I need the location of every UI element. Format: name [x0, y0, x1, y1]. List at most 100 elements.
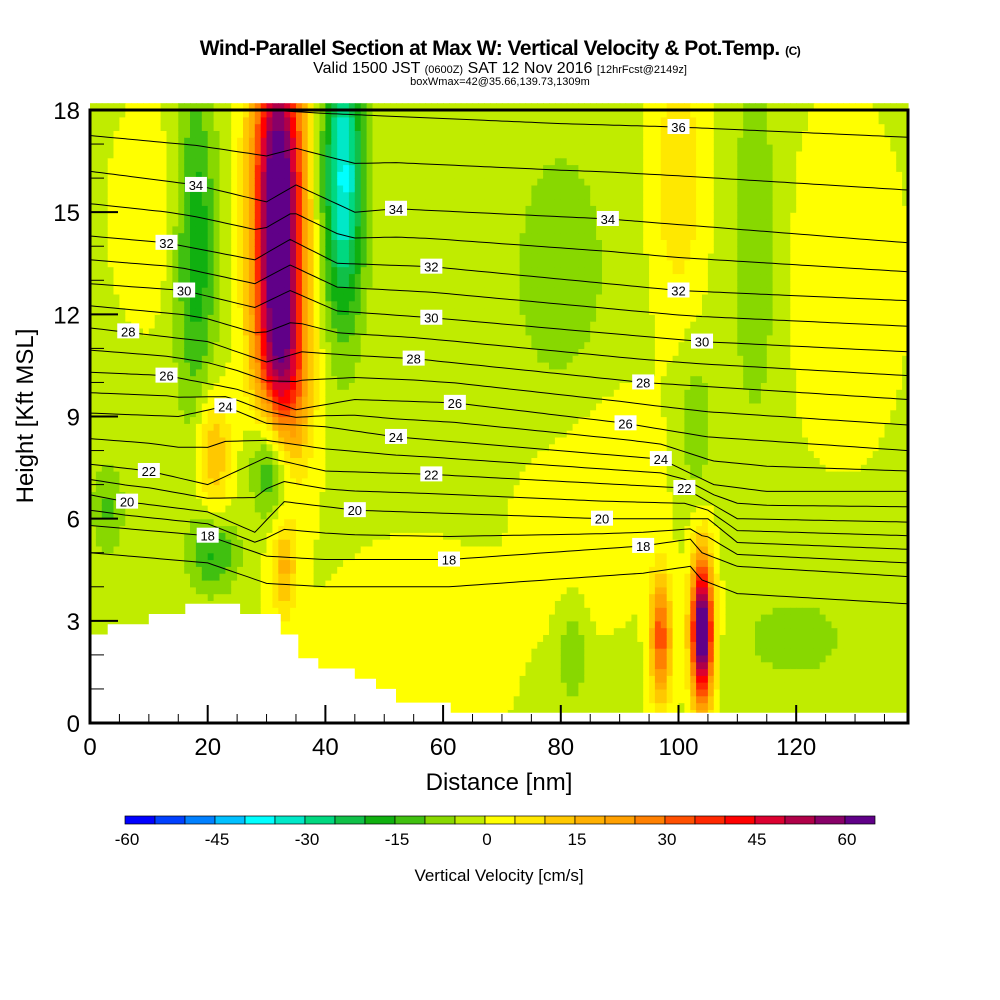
heatmap-cell	[95, 348, 103, 356]
heatmap-cell	[301, 586, 309, 595]
heatmap-cell	[219, 191, 226, 200]
heatmap-cell	[290, 300, 297, 309]
heatmap-cell	[307, 300, 315, 309]
heatmap-cell	[319, 191, 326, 200]
heatmap-cell	[372, 559, 379, 567]
heatmap-cell	[201, 219, 209, 227]
heatmap-cell	[343, 198, 350, 206]
heatmap-cell	[201, 511, 209, 520]
heatmap-cell	[296, 396, 303, 404]
heatmap-cell	[331, 389, 338, 397]
heatmap-cell	[148, 402, 156, 411]
heatmap-cell	[254, 539, 262, 547]
heatmap-cell	[166, 573, 173, 581]
heatmap-cell	[366, 355, 374, 363]
heatmap-cell	[260, 491, 268, 499]
heatmap-cell	[207, 246, 215, 254]
heatmap-cell	[137, 348, 144, 356]
heatmap-cell	[407, 573, 415, 581]
heatmap-cell	[160, 171, 168, 179]
heatmap-cell	[266, 402, 273, 411]
heatmap-cell	[337, 293, 344, 302]
heatmap-cell	[296, 103, 303, 111]
heatmap-cell	[372, 654, 379, 663]
heatmap-cell	[166, 471, 173, 479]
heatmap-cell	[243, 525, 250, 533]
heatmap-cell	[354, 477, 362, 486]
heatmap-cell	[313, 355, 321, 363]
heatmap-cell	[213, 443, 221, 452]
heatmap-cell	[266, 511, 273, 520]
heatmap-cell	[113, 239, 120, 247]
heatmap-cell	[372, 586, 379, 595]
heatmap-cell	[154, 293, 162, 302]
heatmap-cell	[178, 123, 185, 131]
heatmap-cell	[254, 103, 262, 111]
heatmap-cell	[195, 484, 203, 492]
heatmap-cell	[319, 539, 326, 547]
heatmap-cell	[243, 110, 250, 118]
heatmap-cell	[184, 348, 191, 356]
heatmap-cell	[101, 566, 109, 574]
heatmap-cell	[337, 641, 344, 649]
heatmap-cell	[137, 293, 144, 302]
heatmap-cell	[296, 511, 303, 520]
heatmap-cell	[396, 450, 403, 458]
heatmap-cell	[113, 116, 120, 125]
heatmap-cell	[325, 328, 332, 336]
heatmap-cell	[90, 396, 97, 404]
heatmap-cell	[290, 416, 297, 424]
heatmap-cell	[213, 253, 221, 261]
heatmap-cell	[301, 620, 309, 629]
heatmap-cell	[313, 532, 321, 540]
heatmap-cell	[401, 328, 409, 336]
heatmap-cell	[266, 443, 273, 452]
heatmap-cell	[343, 559, 350, 567]
heatmap-cell	[290, 232, 297, 240]
heatmap-cell	[237, 178, 244, 186]
heatmap-cell	[254, 266, 262, 275]
heatmap-cell	[154, 130, 162, 138]
heatmap-cell	[113, 443, 120, 452]
heatmap-cell	[201, 491, 209, 499]
heatmap-cell	[266, 144, 273, 152]
heatmap-cell	[384, 184, 391, 193]
heatmap-cell	[290, 545, 297, 554]
heatmap-cell	[243, 559, 250, 567]
heatmap-cell	[231, 525, 238, 533]
heatmap-cell	[107, 607, 115, 615]
heatmap-cell	[184, 511, 191, 520]
heatmap-cell	[219, 545, 226, 554]
heatmap-cell	[401, 423, 409, 431]
heatmap-cell	[190, 328, 197, 336]
heatmap-cell	[219, 110, 226, 118]
heatmap-cell	[360, 457, 368, 465]
heatmap-cell	[137, 198, 144, 206]
heatmap-cell	[360, 559, 368, 567]
heatmap-cell	[195, 471, 203, 479]
heatmap-cell	[243, 225, 250, 234]
heatmap-cell	[137, 382, 144, 390]
heatmap-cell	[184, 464, 191, 472]
heatmap-cell	[148, 144, 156, 152]
heatmap-cell	[343, 382, 350, 390]
heatmap-cell	[143, 171, 150, 179]
heatmap-cell	[366, 668, 374, 676]
heatmap-cell	[231, 110, 238, 118]
heatmap-cell	[360, 402, 368, 411]
heatmap-cell	[207, 389, 215, 397]
heatmap-cell	[231, 471, 238, 479]
heatmap-cell	[278, 580, 285, 588]
heatmap-cell	[195, 328, 203, 336]
heatmap-cell	[360, 409, 368, 418]
heatmap-cell	[260, 457, 268, 465]
heatmap-cell	[207, 266, 215, 275]
heatmap-cell	[219, 552, 226, 561]
heatmap-cell	[160, 600, 168, 608]
heatmap-cell	[354, 253, 362, 261]
heatmap-cell	[296, 518, 303, 527]
heatmap-cell	[90, 586, 97, 595]
heatmap-cell	[260, 239, 268, 247]
heatmap-cell	[272, 321, 279, 329]
heatmap-cell	[154, 157, 162, 166]
